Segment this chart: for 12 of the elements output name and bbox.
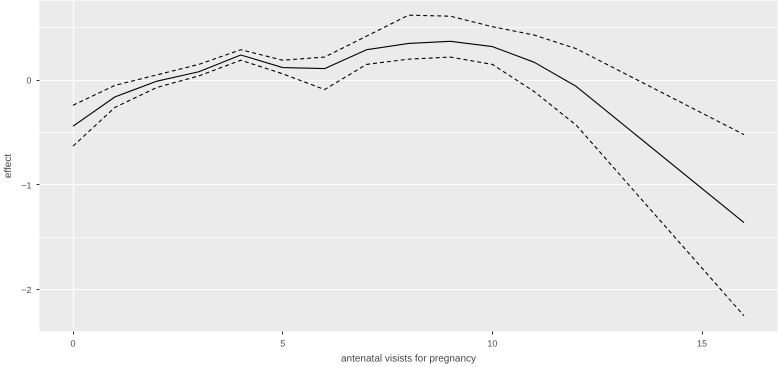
x-tick-label: 10 <box>487 338 498 348</box>
line-series <box>72 40 745 224</box>
y-tick-label: −2 <box>21 285 32 296</box>
line-series <box>72 56 745 316</box>
x-tick-label: 15 <box>697 338 708 348</box>
x-tick-label: 0 <box>70 338 76 348</box>
y-tick-label: 0 <box>26 76 32 86</box>
line-series <box>72 14 745 136</box>
x-axis-title: antenatal visists for pregnancy <box>340 354 476 364</box>
y-axis-title: effect <box>3 154 14 178</box>
x-tick-label: 5 <box>280 338 286 348</box>
y-tick-label: −1 <box>21 180 32 190</box>
